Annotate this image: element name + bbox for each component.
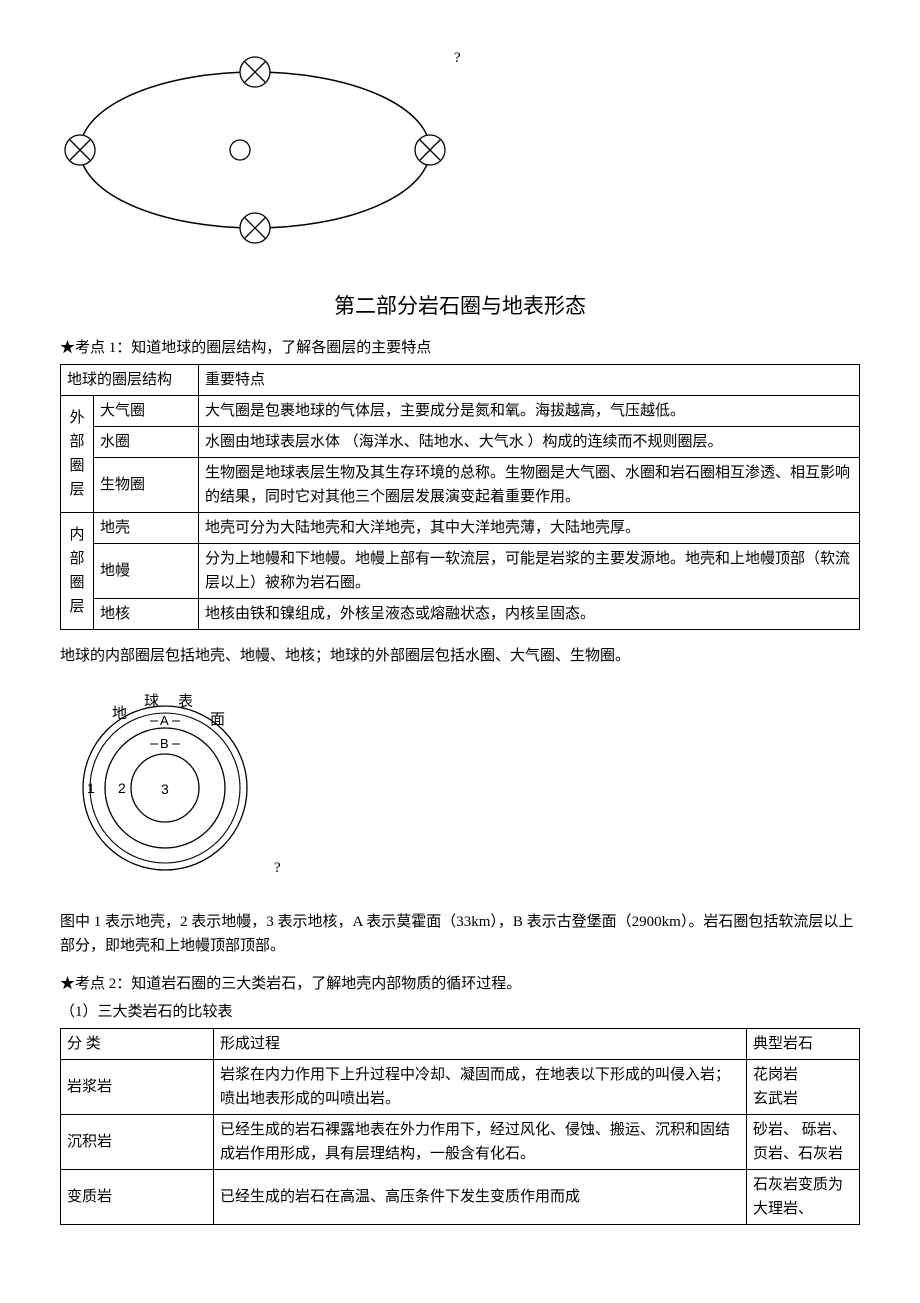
rock-proc: 已经生成的岩石裸露地表在外力作用下，经过风化、侵蚀、搬运、沉积和固结成岩作用形成… bbox=[214, 1114, 747, 1169]
question-mark: ? bbox=[454, 46, 461, 70]
section-title: 第二部分岩石圈与地表形态 bbox=[60, 290, 860, 324]
rock-proc: 岩浆在内力作用下上升过程中冷却、凝固而成，在地表以下形成的叫侵入岩；喷出地表形成… bbox=[214, 1059, 747, 1114]
svg-text:表: 表 bbox=[178, 693, 193, 710]
rock-types-table: 分 类 形成过程 典型岩石 岩浆岩 岩浆在内力作用下上升过程中冷却、凝固而成，在… bbox=[60, 1028, 860, 1225]
row-desc: 水圈由地球表层水体 （海洋水、陆地水、大气水 ）构成的连续而不规则圈层。 bbox=[199, 426, 860, 457]
rock-cat: 沉积岩 bbox=[61, 1114, 214, 1169]
row-name: 地核 bbox=[94, 598, 199, 629]
paragraph-1: 地球的内部圈层包括地壳、地幔、地核；地球的外部圈层包括水圈、大气圈、生物圈。 bbox=[60, 644, 860, 668]
rock-typ: 石灰岩变质为大理岩、 bbox=[747, 1169, 860, 1224]
rock-cat: 岩浆岩 bbox=[61, 1059, 214, 1114]
svg-text:B: B bbox=[160, 736, 169, 751]
svg-text:3: 3 bbox=[161, 781, 169, 797]
t2-h2: 形成过程 bbox=[214, 1028, 747, 1059]
row-name: 大气圈 bbox=[94, 395, 199, 426]
paragraph-2: 图中 1 表示地壳，2 表示地幔，3 表示地核，A 表示莫霍面（33km），B … bbox=[60, 910, 860, 958]
outer-label: 外部圈层 bbox=[61, 395, 94, 512]
question-mark-2: ? bbox=[274, 856, 281, 880]
t2-h1: 分 类 bbox=[61, 1028, 214, 1059]
orbit-diagram bbox=[60, 50, 460, 260]
row-name: 地幔 bbox=[94, 543, 199, 598]
rock-cat: 变质岩 bbox=[61, 1169, 214, 1224]
rock-proc: 已经生成的岩石在高温、高压条件下发生变质作用而成 bbox=[214, 1169, 747, 1224]
earth-layers-diagram: 地 球 表 面 A B 1 2 3 bbox=[60, 688, 270, 886]
row-desc: 地壳可分为大陆地壳和大洋地壳，其中大洋地壳薄，大陆地壳厚。 bbox=[199, 512, 860, 543]
inner-label: 内部圈层 bbox=[61, 512, 94, 629]
svg-text:1: 1 bbox=[87, 780, 95, 796]
rock-typ: 砂岩、 砾岩、页岩、石灰岩 bbox=[747, 1114, 860, 1169]
svg-text:面: 面 bbox=[210, 712, 225, 728]
subheading-1: （1）三大类岩石的比较表 bbox=[60, 1000, 860, 1024]
rock-typ: 花岗岩玄武岩 bbox=[747, 1059, 860, 1114]
row-desc: 大气圈是包裹地球的气体层，主要成分是氮和氧。海拔越高，气压越低。 bbox=[199, 395, 860, 426]
row-desc: 地核由铁和镍组成，外核呈液态或熔融状态，内核呈固态。 bbox=[199, 598, 860, 629]
sphere-structure-table: 地球的圈层结构 重要特点 外部圈层 大气圈 大气圈是包裹地球的气体层，主要成分是… bbox=[60, 364, 860, 630]
t2-h3: 典型岩石 bbox=[747, 1028, 860, 1059]
t1-h1: 地球的圈层结构 bbox=[61, 364, 199, 395]
svg-text:2: 2 bbox=[118, 780, 126, 796]
row-name: 生物圈 bbox=[94, 457, 199, 512]
row-name: 水圈 bbox=[94, 426, 199, 457]
svg-text:地: 地 bbox=[112, 705, 127, 722]
row-name: 地壳 bbox=[94, 512, 199, 543]
svg-text:A: A bbox=[160, 713, 169, 728]
row-desc: 分为上地幔和下地幔。地幔上部有一软流层，可能是岩浆的主要发源地。地壳和上地幔顶部… bbox=[199, 543, 860, 598]
keypoint-1: ★考点 1：知道地球的圈层结构，了解各圈层的主要特点 bbox=[60, 336, 860, 360]
row-desc: 生物圈是地球表层生物及其生存环境的总称。生物圈是大气圈、水圈和岩石圈相互渗透、相… bbox=[199, 457, 860, 512]
t1-h2: 重要特点 bbox=[199, 364, 860, 395]
svg-text:球: 球 bbox=[144, 693, 159, 710]
keypoint-2: ★考点 2：知道岩石圈的三大类岩石，了解地壳内部物质的循环过程。 bbox=[60, 972, 860, 996]
